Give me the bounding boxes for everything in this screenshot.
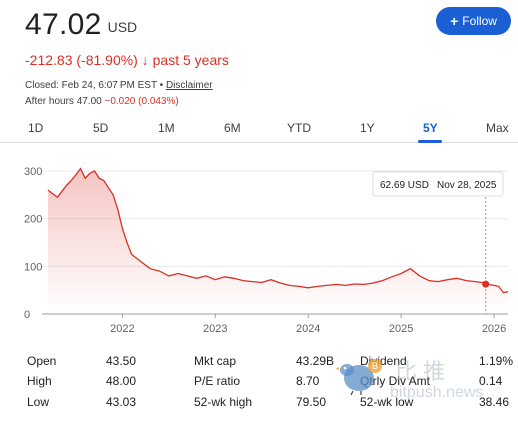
follow-button[interactable]: + Follow [436,7,511,35]
disclaimer-link[interactable]: Disclaimer [165,80,213,91]
price-change: -212.83 (-81.90%) ↓ past 5 years [25,52,229,68]
tooltip-date: Nov 28, 2025 [437,180,497,191]
svg-text:B: B [372,361,378,371]
follow-button-label: Follow [462,14,497,28]
x-tick-label: 2026 [482,323,506,335]
bird-logo-icon: B [335,359,382,396]
stat-value: 48.00 [106,374,137,388]
price-chart[interactable]: 300 200 100 0 2022 2023 2024 2025 2026 62.69 US… [0,150,518,345]
stat-label: Mkt cap [194,354,237,368]
x-tick-label: 2022 [110,323,134,335]
stat-value: 79.50 [296,395,327,409]
stat-label: Qtrly Div Amt [360,374,431,388]
after-hours-info: After hours 47.00 −0.020 (0.043%) [25,96,179,107]
tab-5y[interactable]: 5Y [423,121,438,135]
watermark-en: bitpush.news [390,384,484,401]
change-period: past 5 years [152,52,229,68]
x-tick-label: 2025 [389,323,413,335]
tab-max[interactable]: Max [486,121,509,135]
stat-label: Low [27,395,50,409]
stat-value: 38.46 [479,395,510,409]
y-tick-label: 200 [24,214,42,226]
key-stats: Open 43.50 High 48.00 Low 43.03 Mkt cap … [25,352,515,412]
stat-value: 1.19% [479,354,514,368]
plus-icon: + [450,13,459,29]
tab-5d[interactable]: 5D [93,121,109,135]
x-tick-label: 2023 [203,323,227,335]
stat-value: 0.14 [479,374,503,388]
range-tabs: 1D 5D 1M 6M YTD 1Y 5Y Max [0,115,518,143]
hover-point [482,280,490,288]
price-header: 47.02 USD [25,8,137,48]
stat-label: High [27,374,52,388]
y-tick-label: 300 [24,166,42,178]
closed-info: Closed: Feb 24, 6:07 PM EST • Disclaimer [25,80,213,91]
watermark-cn: 比推 [395,359,452,384]
active-tab-indicator [418,140,442,143]
after-hours-change: −0.020 (0.043%) [104,96,179,107]
stat-label: 52-wk low [360,395,414,409]
x-tick-label: 2024 [296,323,320,335]
change-value: -212.83 (-81.90%) [25,52,138,68]
arrow-down-icon: ↓ [141,52,149,68]
price-area-fill [48,168,508,314]
tab-1y[interactable]: 1Y [360,121,375,135]
price-line [47,167,509,294]
stat-value: 8.70 [296,374,320,388]
y-tick-label: 100 [24,261,42,273]
after-hours-label: After hours 47.00 [25,96,102,107]
tab-1d[interactable]: 1D [28,121,44,135]
stat-label: Open [27,354,57,368]
y-axis: 300 200 100 0 [24,166,42,321]
y-tick-label: 0 [24,309,30,321]
tab-1m[interactable]: 1M [158,121,175,135]
stat-value: 43.03 [106,395,137,409]
tab-ytd[interactable]: YTD [287,121,311,135]
stat-value: 43.50 [106,354,137,368]
current-price: 47.02 [25,8,102,41]
closed-text: Closed: Feb 24, 6:07 PM EST • [25,80,164,91]
tooltip-value: 62.69 USD [380,180,429,191]
chart-tooltip: 62.69 USD Nov 28, 2025 [372,171,504,197]
tab-6m[interactable]: 6M [224,121,241,135]
stat-value: 43.29B [296,354,335,368]
stat-label: P/E ratio [194,374,241,388]
currency-label: USD [107,19,138,35]
x-axis: 2022 2023 2024 2025 2026 [110,314,506,335]
stat-label: 52-wk high [194,395,253,409]
